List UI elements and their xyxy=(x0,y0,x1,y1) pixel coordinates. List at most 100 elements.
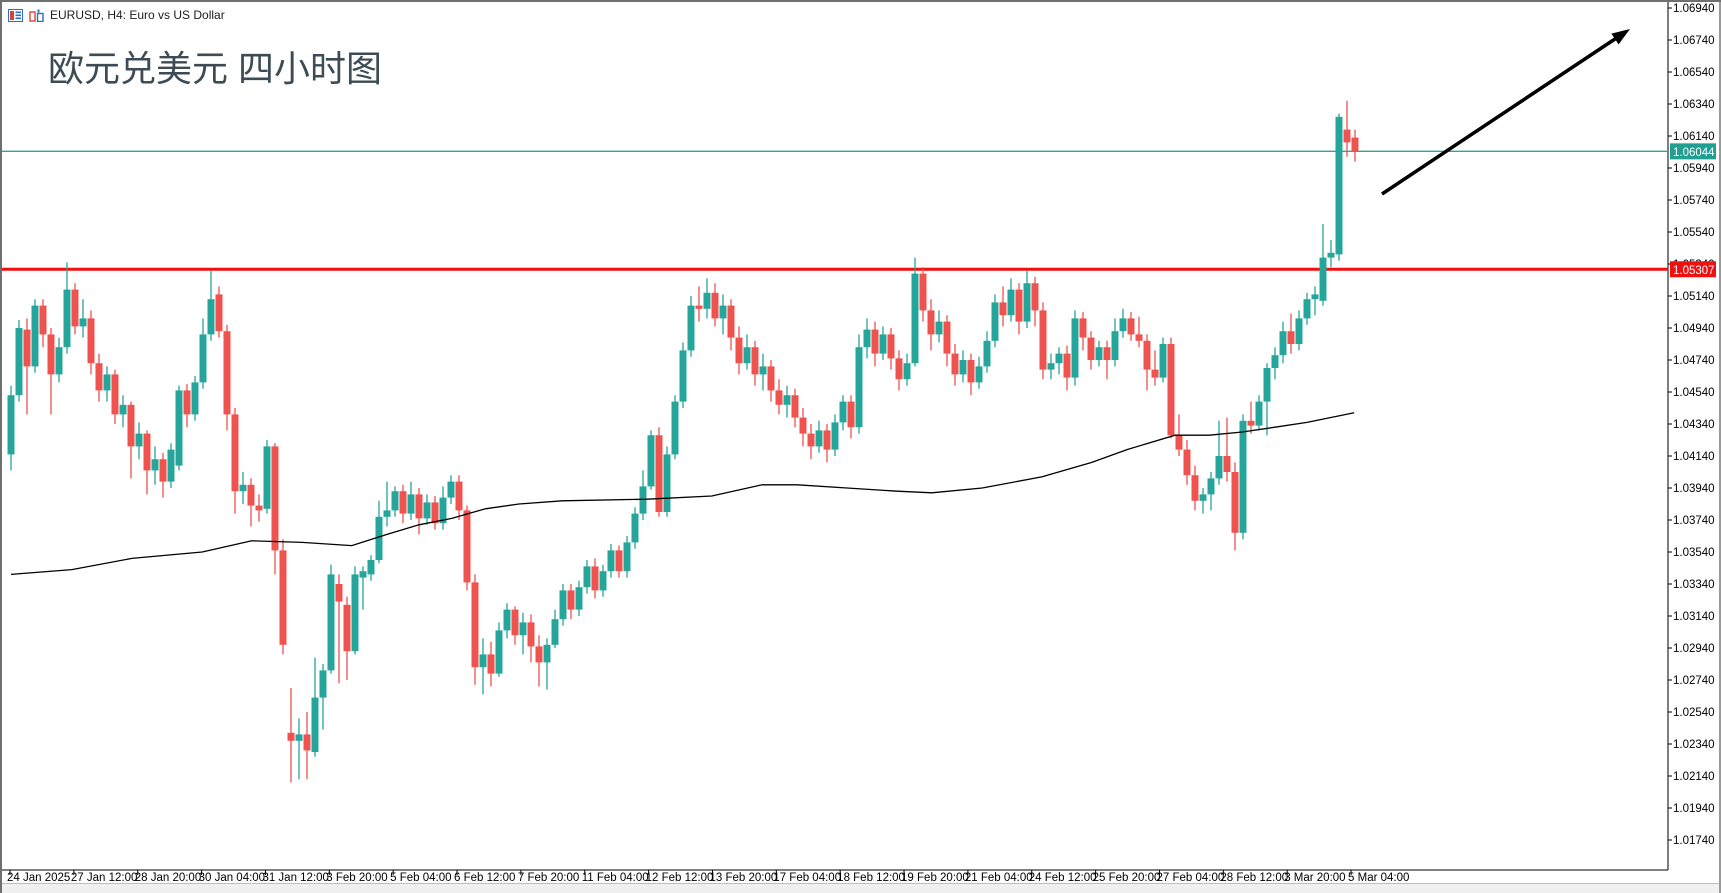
price-tick-label: 1.02940 xyxy=(1673,643,1715,655)
bar-chart-icon xyxy=(29,9,44,22)
date-tick-label: 24 Feb 12:00 xyxy=(1029,872,1097,884)
candle-body xyxy=(1007,289,1015,316)
candle-body xyxy=(231,414,239,492)
price-tick-label: 1.01940 xyxy=(1673,803,1715,815)
candle-body xyxy=(447,481,455,498)
candle-body xyxy=(319,670,327,698)
candle-body xyxy=(575,587,583,610)
date-tick-label: 11 Feb 04:00 xyxy=(582,872,649,884)
candle-body xyxy=(1295,318,1303,344)
candle-body xyxy=(455,481,463,511)
candle-body xyxy=(903,363,911,380)
candle-body xyxy=(471,582,479,668)
candle-body xyxy=(1175,435,1183,450)
candle-body xyxy=(663,454,671,512)
date-tick-label: 18 Feb 12:00 xyxy=(837,872,905,884)
price-tick-label: 1.04940 xyxy=(1673,323,1715,335)
candle-body xyxy=(759,366,767,375)
date-tick-label: 24 Jan 2025 xyxy=(7,872,70,884)
resistance-line-badge-label: 1.05307 xyxy=(1673,265,1715,277)
candle-body xyxy=(839,401,847,423)
candle-body xyxy=(983,340,991,367)
candle-body xyxy=(1303,299,1311,319)
candle-body xyxy=(1151,369,1159,378)
candle-body xyxy=(943,321,951,354)
candle-body xyxy=(1159,344,1167,378)
candle-body xyxy=(519,622,527,636)
candle-body xyxy=(279,550,287,645)
candle-body xyxy=(295,734,303,741)
candle-body xyxy=(975,366,983,383)
candle-body xyxy=(87,318,95,364)
candle-body xyxy=(503,609,511,631)
trend-arrow[interactable] xyxy=(1381,35,1620,196)
candle-body xyxy=(703,292,711,309)
date-tick-label: 13 Feb 20:00 xyxy=(709,872,777,884)
candle-body xyxy=(495,630,503,674)
candle-body xyxy=(1119,318,1127,332)
price-tick-label: 1.05740 xyxy=(1673,195,1715,207)
candle-body xyxy=(919,273,927,311)
candle-body xyxy=(535,646,543,663)
candle-body xyxy=(23,329,31,367)
price-tick-label: 1.03940 xyxy=(1673,483,1715,495)
candle-body xyxy=(623,542,631,572)
candle-body xyxy=(1199,494,1207,501)
candle-body xyxy=(127,404,135,447)
date-tick-label: 30 Jan 04:00 xyxy=(199,872,266,884)
candle-body xyxy=(735,337,743,364)
moving-average-line[interactable] xyxy=(10,412,1355,576)
price-tick-label: 1.04740 xyxy=(1673,355,1715,367)
candle-body xyxy=(583,566,591,588)
candle-body xyxy=(415,494,423,519)
candle-body xyxy=(911,273,919,364)
quotes-list-icon xyxy=(8,8,23,22)
date-tick-label: 3 Feb 20:00 xyxy=(326,872,387,884)
candle-body xyxy=(191,382,199,415)
candle-body xyxy=(1135,334,1143,341)
price-tick-label: 1.05540 xyxy=(1673,227,1715,239)
candle-body xyxy=(935,321,943,335)
candle-body xyxy=(855,347,863,428)
candle-body xyxy=(159,459,167,482)
candle-body xyxy=(1023,283,1031,322)
candle-body xyxy=(823,430,831,450)
candle-body xyxy=(1055,353,1063,364)
candle-body xyxy=(479,654,487,668)
page-title: 欧元兑美元 四小时图 xyxy=(48,48,383,89)
candle-body xyxy=(527,622,535,647)
candle-body xyxy=(423,502,431,519)
candle-body xyxy=(223,331,231,415)
candle-body xyxy=(711,292,719,319)
candle-body xyxy=(1327,252,1335,258)
candle-body xyxy=(199,334,207,383)
date-tick-label: 17 Feb 04:00 xyxy=(773,872,841,884)
candle-body xyxy=(959,360,967,375)
date-tick-label: 25 Feb 20:00 xyxy=(1093,872,1161,884)
price-tick-label: 1.04540 xyxy=(1673,387,1715,399)
date-tick-label: 12 Feb 12:00 xyxy=(646,872,714,884)
candle-body xyxy=(247,484,255,506)
candle-body xyxy=(927,310,935,335)
price-tick-label: 1.02740 xyxy=(1673,675,1715,687)
candle-body xyxy=(1247,420,1255,426)
candle-body xyxy=(1111,331,1119,360)
candle-body xyxy=(263,446,271,509)
candle-body xyxy=(863,329,871,348)
candle-body xyxy=(95,363,103,391)
candle-body xyxy=(767,366,775,391)
candle-body xyxy=(1079,318,1087,338)
candle-body xyxy=(1311,294,1319,300)
candle-body xyxy=(343,604,351,652)
candle-body xyxy=(1191,475,1199,501)
price-tick-label: 1.01740 xyxy=(1673,835,1715,847)
price-axis-labels: 1.06940 1.06740 1.06540 1.06340 1.06140 1.059… xyxy=(1668,3,1715,847)
price-tick-label: 1.02140 xyxy=(1673,771,1715,783)
candle-body xyxy=(847,401,855,428)
candles xyxy=(7,100,1359,783)
candle-body xyxy=(431,502,439,524)
price-tick-label: 1.06340 xyxy=(1673,99,1715,111)
candle-body xyxy=(1039,310,1047,370)
candle-body xyxy=(311,697,319,752)
